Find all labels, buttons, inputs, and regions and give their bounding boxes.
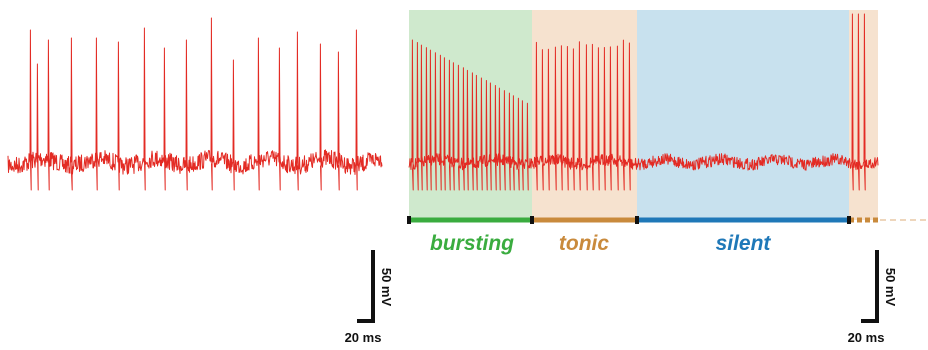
silent-label: silent xyxy=(716,232,772,255)
membrane-voltage-trace-right xyxy=(408,13,879,191)
scale-bar-time-label: 20 ms xyxy=(345,330,382,345)
silent-region-background xyxy=(637,10,849,220)
scale-bar-right: 50 mV 20 ms xyxy=(848,250,898,345)
region-timeline xyxy=(407,216,928,224)
region-boundary-tick xyxy=(530,216,534,224)
scale-bar-time-label: 20 ms xyxy=(848,330,885,345)
region-boundary-tick xyxy=(847,216,851,224)
membrane-voltage-trace-left xyxy=(7,17,383,191)
scale-bar-left: 50 mV 20 ms xyxy=(345,250,394,345)
scale-bar-voltage-label: 50 mV xyxy=(379,268,394,307)
bursting-label: bursting xyxy=(430,232,514,255)
region-boundary-tick xyxy=(635,216,639,224)
tonic-region-background-end xyxy=(849,10,878,220)
region-boundary-tick xyxy=(407,216,411,224)
bursting-region-background xyxy=(409,10,532,220)
tonic-label: tonic xyxy=(559,232,609,255)
scale-bar-voltage-label: 50 mV xyxy=(883,268,898,307)
